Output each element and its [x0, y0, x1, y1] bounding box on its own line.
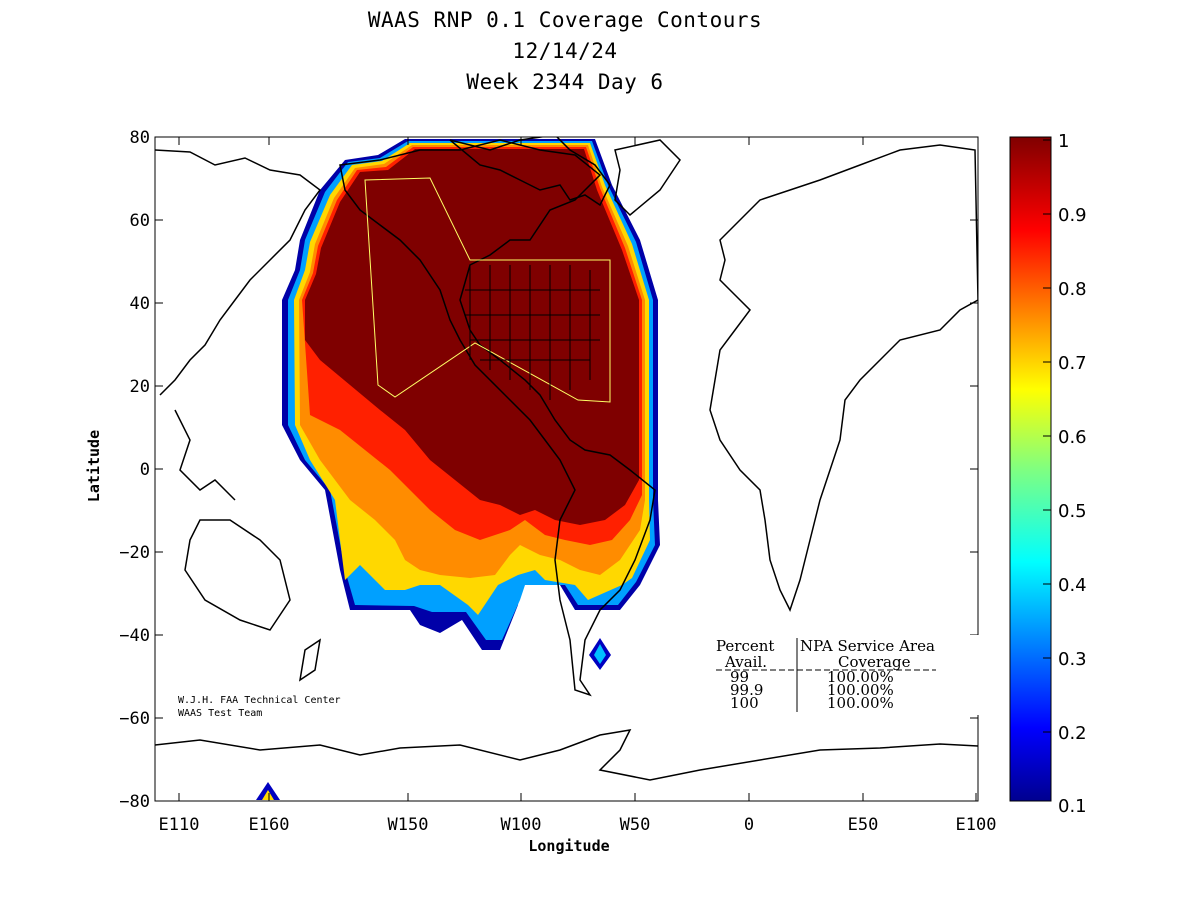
y-tick-label: 0 — [140, 460, 150, 480]
table-header-percent: Percent — [716, 637, 774, 655]
y-tick-label: 80 — [130, 128, 150, 148]
x-tick-marks — [178, 137, 977, 801]
credit-line-2: WAAS Test Team — [178, 708, 262, 719]
x-tick-label: E110 — [159, 815, 200, 835]
coverage-patch-antarctica-inner — [262, 790, 274, 800]
x-tick-label: E160 — [249, 815, 290, 835]
table-row-coverage: 100.00% — [827, 668, 894, 686]
colorbar-tick-label: 0.8 — [1058, 279, 1087, 300]
colorbar-tick-label: 1 — [1058, 131, 1069, 152]
stats-table-background — [712, 635, 980, 715]
x-tick-label: W100 — [501, 815, 542, 835]
table-row-coverage: 100.00% — [827, 681, 894, 699]
stats-table: Percent NPA Service Area Avail. Coverage… — [712, 635, 980, 715]
y-tick-label: −60 — [119, 709, 150, 729]
colorbar-tick-label: 0.4 — [1058, 575, 1087, 596]
chart-week-day: Week 2344 Day 6 — [466, 70, 664, 94]
colorbar-tick-label: 0.3 — [1058, 649, 1087, 670]
table-row-avail: 99.9 — [730, 681, 763, 699]
x-tick-label: 0 — [744, 815, 754, 835]
us-state-borders — [465, 265, 600, 400]
colorbar-tick-label: 0.1 — [1058, 796, 1087, 817]
table-row-coverage: 100.00% — [827, 694, 894, 712]
table-header-coverage: Coverage — [838, 653, 911, 671]
x-tick-label: W150 — [388, 815, 429, 835]
colorbar-tick-label: 0.7 — [1058, 353, 1087, 374]
colorbar-tick-label: 0.6 — [1058, 427, 1087, 448]
coverage-patch-falklands-inner — [594, 644, 606, 664]
waas-service-area-boundary — [364, 177, 611, 403]
table-row-avail: 99 — [730, 668, 749, 686]
colorbar — [1009, 136, 1052, 802]
y-tick-label: −80 — [119, 792, 150, 812]
colorbar-tick-label: 0.2 — [1058, 723, 1087, 744]
table-header-npa: NPA Service Area — [800, 637, 935, 655]
coastlines — [155, 137, 978, 781]
colorbar-tick-label: 0.9 — [1058, 205, 1087, 226]
chart-date: 12/14/24 — [512, 39, 618, 63]
x-axis-label: Longitude — [528, 837, 609, 855]
y-tick-marks — [155, 136, 978, 719]
y-tick-label: −20 — [119, 543, 150, 563]
table-header-avail: Avail. — [724, 653, 767, 671]
x-tick-label: W50 — [620, 815, 651, 835]
y-tick-label: 20 — [130, 377, 150, 397]
y-tick-label: 60 — [130, 211, 150, 231]
colorbar-tick-label: 0.5 — [1058, 501, 1087, 522]
y-tick-label: −40 — [119, 626, 150, 646]
y-tick-label: 40 — [130, 294, 150, 314]
chart-title: WAAS RNP 0.1 Coverage Contours — [367, 8, 763, 32]
table-row-avail: 100 — [730, 694, 759, 712]
colorbar-ticks — [1043, 139, 1051, 733]
x-tick-label: E100 — [956, 815, 997, 835]
y-axis-label: Latitude — [85, 430, 103, 502]
credit-line-1: W.J.H. FAA Technical Center — [178, 695, 341, 706]
coverage-contour-1.0 — [305, 149, 639, 525]
x-tick-label: E50 — [848, 815, 879, 835]
